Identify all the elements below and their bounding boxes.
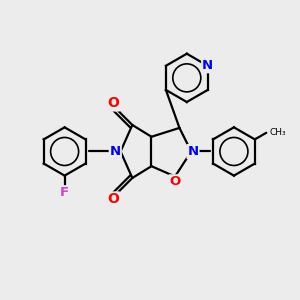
Text: CH₃: CH₃ xyxy=(270,128,286,137)
Text: O: O xyxy=(107,193,119,206)
Text: N: N xyxy=(110,145,121,158)
Text: F: F xyxy=(60,186,69,199)
Text: N: N xyxy=(188,145,199,158)
Text: O: O xyxy=(107,97,119,110)
Text: N: N xyxy=(202,59,213,72)
Text: O: O xyxy=(169,175,181,188)
